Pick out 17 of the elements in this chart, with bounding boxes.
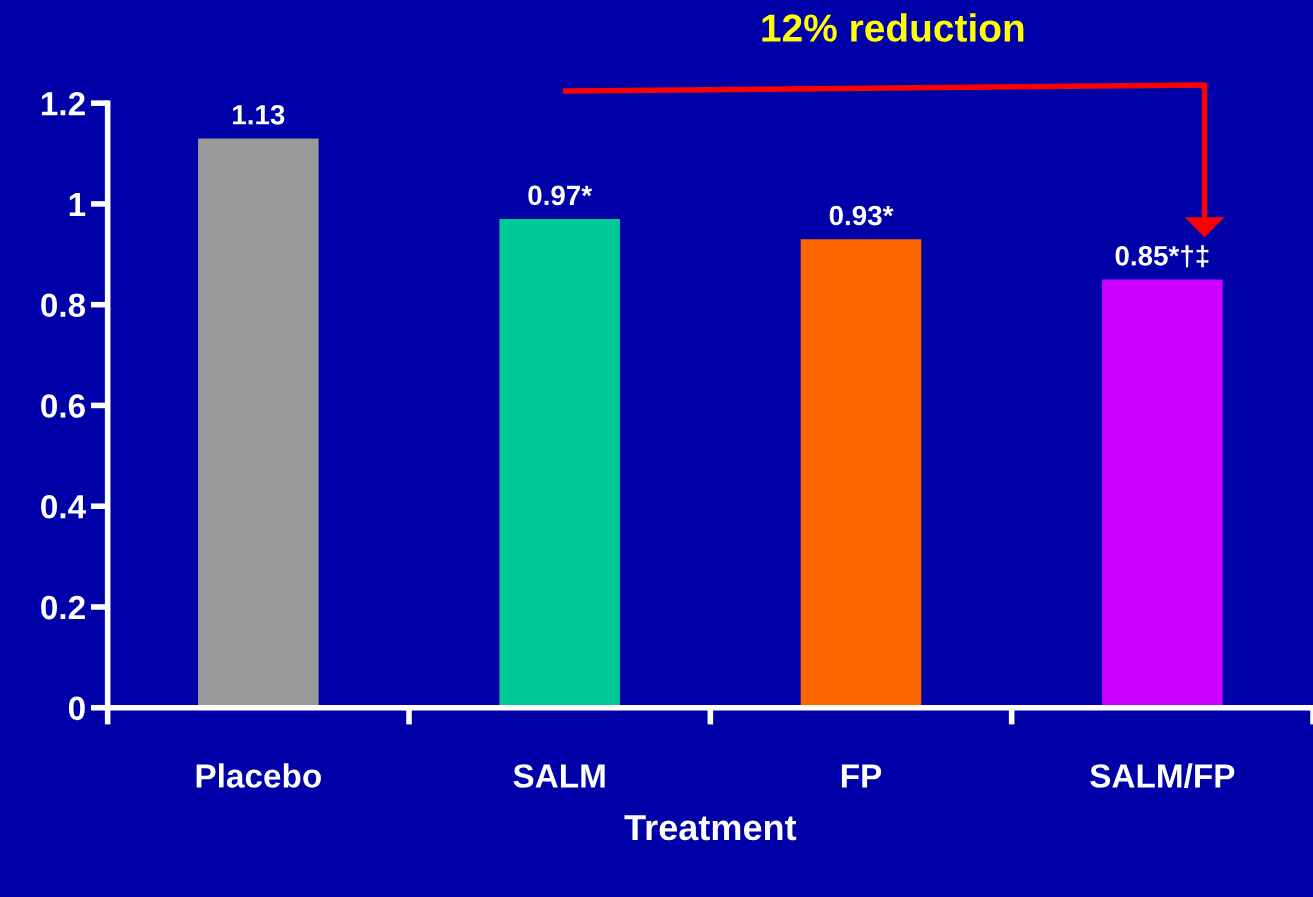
data-label: 0.85*†‡ — [1115, 245, 1209, 268]
x-axis-title: Treatment — [624, 815, 797, 841]
y-tick-label: 0.4 — [41, 495, 86, 519]
text: 12% reduction — [762, 13, 1024, 42]
x-tick-label: FP — [841, 764, 882, 788]
data-label: 0.97* — [528, 185, 593, 206]
x-tick-label: SALM — [513, 764, 605, 788]
y-tick-label: 0.2 — [41, 595, 85, 620]
data-label: 0.93* — [829, 205, 894, 226]
y-tick-label: 0.6 — [41, 394, 85, 418]
y-tick-label: 0.8 — [41, 293, 86, 318]
y-tick-label: 1 — [69, 193, 86, 216]
y-tick-label: 0 — [68, 696, 85, 721]
x-tick-label: Placebo — [196, 763, 321, 788]
y-tick-label: 1.2 — [41, 91, 85, 116]
x-tick-label: SALM/FP — [1090, 763, 1235, 789]
data-label: 1.13 — [233, 104, 285, 125]
